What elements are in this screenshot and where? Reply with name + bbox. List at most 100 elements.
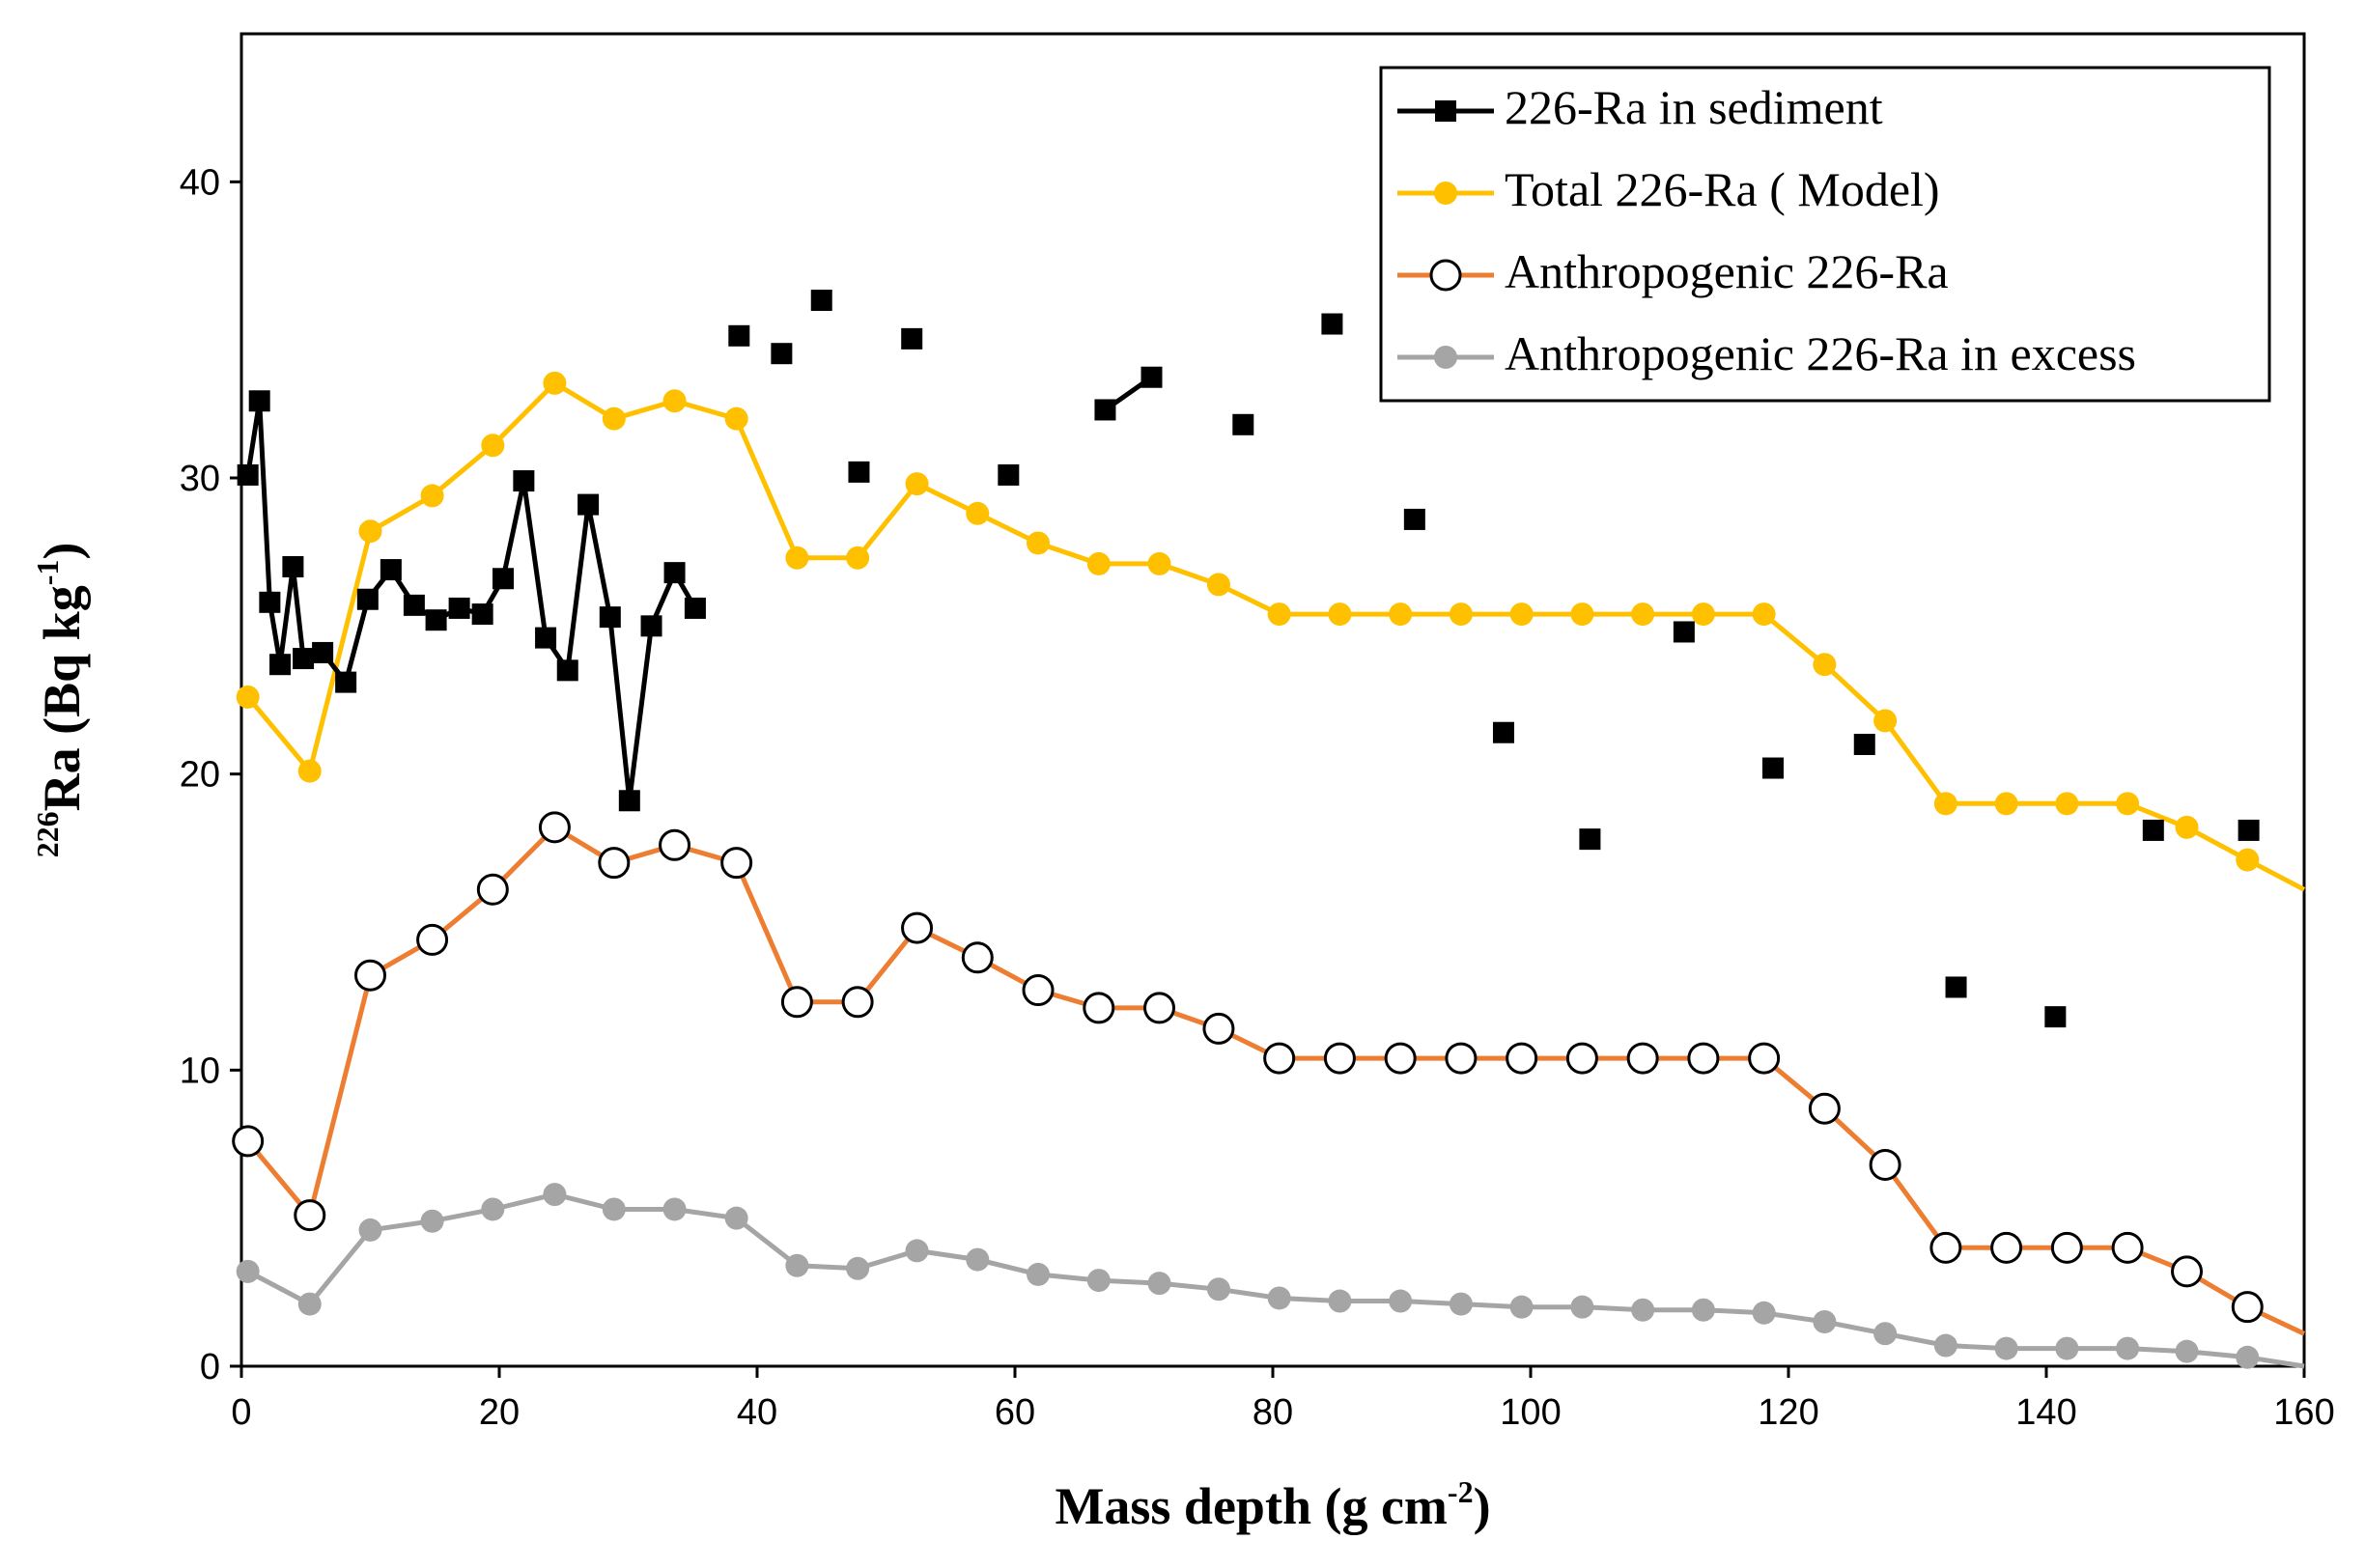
legend-box (1379, 66, 2271, 403)
anthropogenic-226-ra-in-excess-point (846, 1256, 870, 1280)
anthropogenic-226-ra-point (538, 811, 571, 844)
sediment-point (1579, 828, 1601, 851)
sediment-point (556, 659, 578, 682)
legend-label: 226-Ra in sediment (1505, 80, 1883, 134)
anthropogenic-226-ra-point (1626, 1042, 1659, 1075)
anthropogenic-226-ra-in-excess-point (1873, 1322, 1898, 1346)
legend-marker (1434, 182, 1457, 205)
total-226-ra-model-point (1147, 551, 1171, 575)
anthropogenic-226-ra-point (961, 941, 994, 974)
x-tick-label: 100 (1500, 1392, 1561, 1433)
sediment-point (1673, 621, 1695, 643)
y-tick-label: 0 (200, 1347, 220, 1387)
legend-marker (1434, 346, 1457, 369)
legend-marker (1429, 259, 1462, 292)
series-layer (232, 290, 2306, 1369)
sediment-point (380, 559, 402, 581)
anthropogenic-226-ra-in-excess-point (543, 1183, 567, 1207)
sediment-point (663, 562, 686, 584)
x-tick-label: 0 (231, 1392, 251, 1433)
legend-label: Anthropogenic 226-Ra in excess (1505, 326, 2136, 380)
anthropogenic-226-ra-point (416, 923, 449, 956)
anthropogenic-226-ra-in-excess-point (481, 1197, 505, 1221)
anthropogenic-226-ra-point (780, 986, 813, 1019)
sediment-point (1761, 757, 1784, 779)
total-226-ra-model-point (1933, 792, 1957, 816)
anthropogenic-226-ra-point (659, 828, 691, 861)
sediment-point (810, 290, 832, 311)
x-axis-title-main: Mass depth (g cm (1055, 1477, 1447, 1535)
anthropogenic-226-ra-point (2111, 1231, 2144, 1264)
y-axis-title-superscript-prefix: 226 (30, 811, 65, 857)
total-226-ra-model-point (1267, 602, 1291, 627)
x-axis-title: Mass depth (g cm-2) (1055, 1474, 1490, 1535)
sediment-point (335, 671, 357, 693)
sediment-point (312, 641, 334, 663)
legend-label: Anthropogenic 226-Ra (1505, 244, 1949, 298)
sediment-point (293, 648, 315, 670)
x-axis-title-end: ) (1474, 1477, 1491, 1535)
sediment-point (901, 327, 923, 350)
sediment-point (1140, 366, 1163, 388)
sediment-point (640, 615, 662, 637)
anthropogenic-226-ra-in-excess-point (1086, 1269, 1111, 1293)
anthropogenic-226-ra-point (1990, 1231, 2023, 1264)
anthropogenic-226-ra-point (1323, 1042, 1356, 1075)
x-tick-label: 140 (2015, 1392, 2076, 1433)
sediment-point (493, 568, 515, 590)
anthropogenic-226-ra-in-excess-line (246, 1191, 2305, 1369)
anthropogenic-226-ra-point (1565, 1042, 1598, 1075)
total-226-ra-model-point (602, 406, 626, 431)
total-226-ra-model-point (420, 484, 444, 508)
x-tick-label: 40 (737, 1392, 777, 1433)
x-tick-label: 160 (2273, 1392, 2334, 1433)
total-226-ra-model-point (2236, 848, 2260, 872)
anthropogenic-226-ra-point (232, 1125, 265, 1158)
total-226-ra-model-point (1206, 573, 1230, 597)
sediment-point (1094, 399, 1116, 421)
anthropogenic-226-ra-point (1384, 1042, 1417, 1075)
sediment-point (1321, 313, 1343, 335)
x-tick-label: 20 (479, 1392, 520, 1433)
total-226-ra-model-point (966, 501, 990, 525)
total-226-ra-model-point (1570, 602, 1594, 627)
anthropogenic-226-ra-point (1143, 992, 1176, 1024)
anthropogenic-226-ra-in-excess-point (1691, 1298, 1715, 1322)
anthropogenic-226-ra-in-excess-point (1813, 1310, 1837, 1333)
sediment-point (599, 606, 621, 629)
x-tick-label: 80 (1253, 1392, 1293, 1433)
total-226-ra-model-point (1873, 709, 1898, 733)
y-tick-label: 40 (180, 162, 220, 203)
anthropogenic-226-ra-point (476, 873, 509, 906)
sediment-point (356, 588, 379, 610)
anthropogenic-226-ra-in-excess-point (1994, 1336, 2018, 1360)
total-226-ra-model-point (543, 371, 567, 395)
total-226-ra-model-point (1509, 602, 1534, 627)
total-226-ra-model-point (846, 546, 870, 570)
total-226-ra-model-point (2055, 792, 2079, 816)
anthropogenic-226-ra-point (1687, 1042, 1720, 1075)
sediment-point (448, 597, 470, 619)
sediment-point (269, 654, 292, 676)
anthropogenic-226-ra-in-excess-point (2175, 1339, 2199, 1363)
y-tick-labels: 0 10 20 30 40 (180, 162, 220, 1387)
anthropogenic-226-ra-point (1202, 1012, 1235, 1045)
anthropogenic-226-ra-point (1808, 1092, 1841, 1125)
total-226-ra-model-point (1449, 602, 1473, 627)
anthropogenic-226-ra-point (1929, 1231, 1962, 1264)
sediment-point (471, 603, 493, 626)
sediment-point (259, 591, 281, 613)
anthropogenic-226-ra-point (2050, 1231, 2083, 1264)
total-226-ra-model-point (724, 406, 748, 431)
anthropogenic-226-ra-in-excess-point (358, 1218, 382, 1242)
y-axis-title: 226Ra (Bq kg-1) (30, 543, 91, 858)
total-226-ra-model-point (1086, 551, 1111, 575)
anthropogenic-226-ra-point (841, 986, 874, 1019)
total-226-ra-model-point (662, 389, 687, 413)
total-226-ra-model-point (1994, 792, 2018, 816)
anthropogenic-226-ra-in-excess-point (602, 1197, 626, 1221)
sediment-point (2142, 819, 2164, 841)
anthropogenic-226-ra-in-excess-point (1509, 1295, 1534, 1319)
sediment-point (998, 463, 1020, 486)
anthropogenic-226-ra-in-excess-point (1631, 1298, 1655, 1322)
